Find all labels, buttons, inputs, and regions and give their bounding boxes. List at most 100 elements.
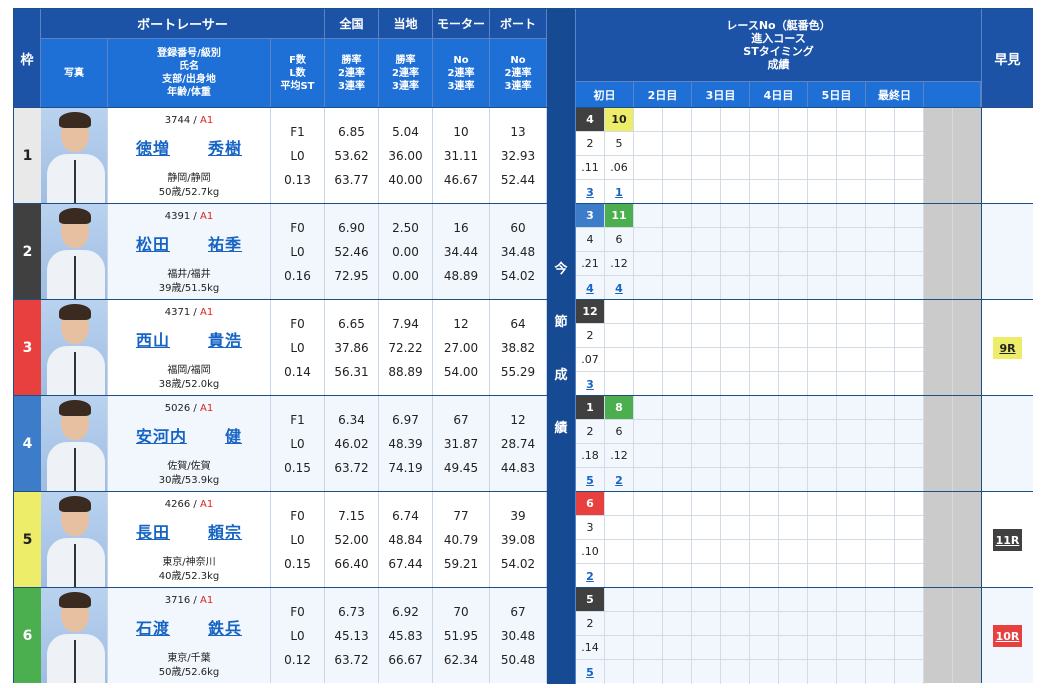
empty-cell [663,300,692,324]
empty-cell [750,660,779,684]
race-result-link[interactable]: 4 [605,276,634,300]
empty-cell [837,132,866,156]
empty-cell [895,108,924,132]
tab-day-5[interactable]: 5日目 [808,82,866,107]
empty-cell [779,300,808,324]
racer-name-link[interactable]: 松田 祐季 [135,235,243,254]
race-result-link[interactable]: 5 [576,468,605,492]
empty-cell [837,300,866,324]
race-result-link[interactable]: 1 [605,180,634,204]
tab-day-2[interactable]: 2日目 [634,82,692,107]
racer-row-5: 5 4266 / A1 長田 頼宗 東京/神奈川 40歳/52.3kg F0 L0 0… [14,491,1033,588]
reg-class: 5026 / A1 [164,403,214,414]
race-result-link[interactable]: 2 [605,468,634,492]
empty-cell [808,300,837,324]
empty-cell [895,324,924,348]
header-photo: 写真 [41,39,108,107]
hayami-race-link[interactable]: 10R [993,625,1022,647]
waku-number: 1 [14,108,41,203]
racer-row-2: 2 4391 / A1 松田 祐季 福井/福井 39歳/51.5kg F0 L0 0.… [14,203,1033,300]
empty-cell [692,204,721,228]
header-waku: 枠 [14,9,41,107]
racer-name-link[interactable]: 西山 貴浩 [135,331,243,350]
race-result-link[interactable]: 3 [576,180,605,204]
hayami-race-link[interactable]: 9R [993,337,1022,359]
racer-class: A1 [199,595,214,606]
racer-row-6: 6 3716 / A1 石渡 鉄兵 東京/千葉 50歳/52.6kg F0 L0 0.… [14,587,1033,684]
empty-cell [808,228,837,252]
zenkoku-stats: 6.90 52.46 72.95 [325,204,379,299]
empty-cell [692,468,721,492]
empty-cell [866,516,895,540]
empty-cell [605,660,634,684]
racer-name-link[interactable]: 長田 頼宗 [135,523,243,542]
empty-cell [895,660,924,684]
empty-cell [750,540,779,564]
header-motor: モーター [433,9,490,39]
header-tochi-sub: 勝率 2連率 3連率 [379,39,433,107]
empty-cell [663,444,692,468]
empty-cell [721,372,750,396]
empty-cell [692,156,721,180]
racer-name-link[interactable]: 徳増 秀樹 [135,139,243,158]
empty-cell [692,588,721,612]
race-result-link[interactable]: 5 [576,660,605,684]
hayami-race-link[interactable]: 11R [993,529,1022,551]
empty-cell [634,372,663,396]
empty-cell [808,468,837,492]
empty-cell [663,228,692,252]
racer-name-link[interactable]: 石渡 鉄兵 [135,619,243,638]
empty-cell [808,204,837,228]
empty-cell [837,348,866,372]
empty-cell [866,492,895,516]
racer-info: 3716 / A1 石渡 鉄兵 東京/千葉 50歳/52.6kg [108,588,271,683]
empty-cell [808,276,837,300]
entry-course: 2 [576,324,605,348]
tab-day-3[interactable]: 3日目 [692,82,750,107]
race-result-link[interactable]: 4 [576,276,605,300]
racer-class: A1 [199,403,214,414]
tab-day-final[interactable]: 最終日 [866,82,924,107]
empty-cell [721,300,750,324]
empty-cell [808,564,837,588]
empty-cell [837,180,866,204]
empty-cell [895,540,924,564]
empty-cell [721,132,750,156]
header-zenkoku-sub: 勝率 2連率 3連率 [325,39,379,107]
empty-cell [779,516,808,540]
empty-cell [866,612,895,636]
racer-name-link[interactable]: 安河内健 [135,427,243,446]
empty-cell [866,228,895,252]
age-weight: 38歳/52.0kg [158,379,220,390]
tab-day-1[interactable]: 初日 [576,82,634,107]
entry-course: 4 [576,228,605,252]
fl-st: F0 L0 0.12 [271,588,325,683]
empty-cell [808,132,837,156]
empty-cell [750,372,779,396]
empty-cell [866,660,895,684]
empty-cell [808,492,837,516]
empty-cell [634,516,663,540]
empty-cell [837,588,866,612]
branch-birthplace: 静岡/静岡 [167,173,211,184]
racer-row-1: 1 3744 / A1 徳増 秀樹 静岡/静岡 50歳/52.7kg F1 L0 0.… [14,107,1033,204]
empty-cell [808,348,837,372]
empty-cell [692,108,721,132]
tab-day-4[interactable]: 4日目 [750,82,808,107]
empty-cell [750,180,779,204]
tochi-stats: 2.50 0.00 0.00 [379,204,433,299]
racer-photo [41,492,108,587]
empty-cell [866,588,895,612]
empty-cell [750,444,779,468]
empty-cell [750,108,779,132]
empty-cell [692,420,721,444]
race-result-link[interactable]: 3 [576,372,605,396]
race-result-link[interactable]: 2 [576,564,605,588]
reg-class: 4391 / A1 [164,211,214,222]
empty-cell [750,300,779,324]
empty-cell [663,636,692,660]
empty-cell [663,516,692,540]
empty-cell [605,348,634,372]
waku-number: 6 [14,588,41,683]
empty-cell [866,156,895,180]
